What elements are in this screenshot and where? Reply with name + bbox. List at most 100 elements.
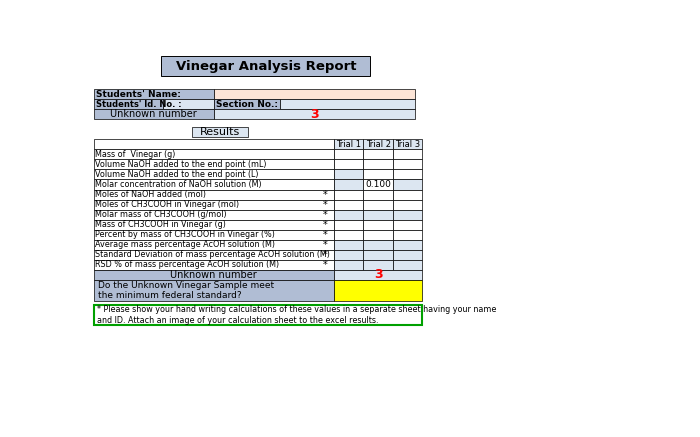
Text: * Please show your hand writing calculations of these values in a separate sheet: * Please show your hand writing calculat… bbox=[97, 305, 496, 325]
Text: Molar mass of CH3COOH (g/mol): Molar mass of CH3COOH (g/mol) bbox=[95, 210, 227, 219]
Bar bbox=[334, 149, 363, 160]
Bar bbox=[94, 239, 334, 250]
Text: Unknown number: Unknown number bbox=[171, 270, 257, 280]
Bar bbox=[393, 219, 422, 229]
Bar bbox=[214, 90, 415, 99]
Bar bbox=[94, 190, 334, 200]
Bar bbox=[363, 200, 393, 209]
Bar bbox=[94, 260, 334, 270]
Bar bbox=[334, 209, 363, 219]
Text: Average mass percentage AcOH solution (M): Average mass percentage AcOH solution (M… bbox=[95, 240, 275, 249]
Bar bbox=[393, 190, 422, 200]
Text: 0.100: 0.100 bbox=[365, 180, 391, 189]
Text: 3: 3 bbox=[310, 108, 319, 121]
Bar bbox=[363, 219, 393, 229]
Bar bbox=[94, 109, 214, 119]
Bar bbox=[94, 219, 334, 229]
Bar bbox=[393, 250, 422, 260]
Bar bbox=[214, 109, 415, 119]
Bar bbox=[94, 180, 334, 190]
Text: *: * bbox=[323, 260, 328, 270]
Bar bbox=[363, 239, 393, 250]
Bar bbox=[393, 239, 422, 250]
Bar bbox=[393, 229, 422, 239]
Text: Section No.:: Section No.: bbox=[216, 100, 278, 109]
Text: Trial 1: Trial 1 bbox=[336, 140, 361, 149]
Bar bbox=[94, 229, 334, 239]
Bar bbox=[334, 239, 363, 250]
Text: Moles of CH3COOH in Vinegar (mol): Moles of CH3COOH in Vinegar (mol) bbox=[95, 200, 239, 209]
Bar bbox=[334, 200, 363, 209]
Text: 3: 3 bbox=[374, 268, 382, 281]
Bar bbox=[94, 209, 334, 219]
Bar bbox=[393, 260, 422, 270]
Bar bbox=[334, 219, 363, 229]
Bar bbox=[334, 270, 422, 280]
Bar bbox=[280, 99, 415, 109]
Bar bbox=[214, 99, 280, 109]
Bar bbox=[363, 139, 393, 149]
Bar bbox=[94, 280, 334, 301]
Bar bbox=[94, 139, 334, 149]
Bar bbox=[363, 180, 393, 190]
Bar bbox=[94, 250, 334, 260]
Bar bbox=[363, 209, 393, 219]
Bar bbox=[393, 139, 422, 149]
Text: Mass of  Vinegar (g): Mass of Vinegar (g) bbox=[95, 150, 176, 159]
Bar bbox=[94, 90, 214, 99]
Bar bbox=[192, 127, 248, 137]
Text: Molar concentration of NaOH solution (M): Molar concentration of NaOH solution (M) bbox=[95, 180, 262, 189]
Bar bbox=[94, 200, 334, 209]
Bar bbox=[363, 190, 393, 200]
Text: Moles of NaOH added (mol): Moles of NaOH added (mol) bbox=[95, 190, 206, 199]
Bar bbox=[94, 170, 334, 180]
Text: *: * bbox=[323, 229, 328, 239]
Bar bbox=[363, 149, 393, 160]
Bar bbox=[334, 250, 363, 260]
Text: Unknown number: Unknown number bbox=[110, 109, 197, 119]
Text: Vinegar Analysis Report: Vinegar Analysis Report bbox=[176, 60, 356, 73]
Bar bbox=[334, 180, 363, 190]
Bar bbox=[334, 170, 363, 180]
Bar bbox=[334, 190, 363, 200]
Bar bbox=[94, 305, 422, 325]
Text: *: * bbox=[323, 219, 328, 229]
Bar bbox=[334, 160, 363, 170]
Text: *: * bbox=[323, 200, 328, 209]
Text: Do the Unknown Vinegar Sample meet
the minimum federal standard?: Do the Unknown Vinegar Sample meet the m… bbox=[97, 281, 274, 300]
Text: Students' Id. No. :: Students' Id. No. : bbox=[96, 100, 182, 109]
Bar bbox=[334, 139, 363, 149]
Bar bbox=[393, 180, 422, 190]
Bar bbox=[334, 260, 363, 270]
Bar bbox=[94, 160, 334, 170]
Text: Trial 3: Trial 3 bbox=[395, 140, 420, 149]
Bar bbox=[393, 200, 422, 209]
Text: Volume NaOH added to the end point (L): Volume NaOH added to the end point (L) bbox=[95, 170, 259, 179]
Bar bbox=[363, 229, 393, 239]
Bar bbox=[393, 209, 422, 219]
Text: Trial 2: Trial 2 bbox=[365, 140, 391, 149]
Bar bbox=[393, 149, 422, 160]
Bar bbox=[163, 99, 214, 109]
Bar bbox=[94, 270, 334, 280]
Text: Results: Results bbox=[200, 127, 240, 137]
Bar bbox=[94, 99, 163, 109]
Text: *: * bbox=[323, 209, 328, 219]
Bar bbox=[363, 170, 393, 180]
Bar bbox=[334, 229, 363, 239]
Text: *: * bbox=[323, 190, 328, 200]
Text: Mass of CH3COOH in Vinegar (g): Mass of CH3COOH in Vinegar (g) bbox=[95, 220, 226, 229]
Bar bbox=[393, 170, 422, 180]
Bar bbox=[161, 56, 370, 76]
Text: *: * bbox=[323, 239, 328, 250]
Text: RSD % of mass percentage AcOH solution (M): RSD % of mass percentage AcOH solution (… bbox=[95, 260, 279, 269]
Bar bbox=[393, 160, 422, 170]
Bar bbox=[363, 260, 393, 270]
Text: Standard Deviation of mass percentage AcOH solution (M): Standard Deviation of mass percentage Ac… bbox=[95, 250, 330, 259]
Bar bbox=[363, 160, 393, 170]
Text: Percent by mass of CH3COOH in Vinegar (%): Percent by mass of CH3COOH in Vinegar (%… bbox=[95, 230, 275, 239]
Text: *: * bbox=[323, 250, 328, 260]
Bar bbox=[363, 250, 393, 260]
Text: Students' Name:: Students' Name: bbox=[96, 90, 181, 99]
Bar bbox=[334, 280, 422, 301]
